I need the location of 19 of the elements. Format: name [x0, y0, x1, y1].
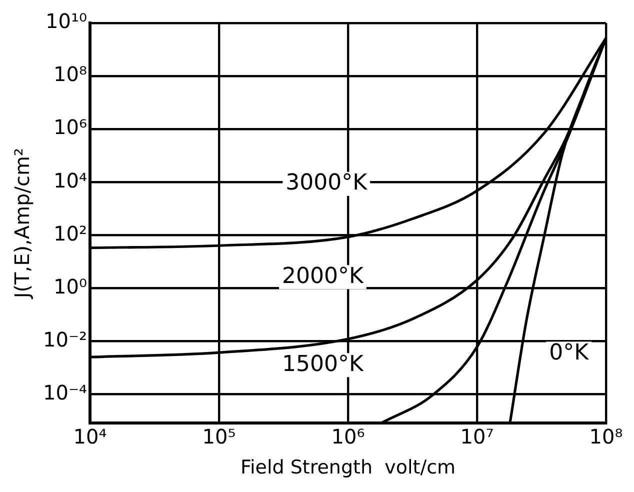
y-tick-label: 10² — [54, 221, 88, 246]
annotation: 3000°K — [286, 170, 368, 196]
y-tick-label: 10⁻² — [42, 327, 88, 352]
x-tick-label: 10⁷ — [460, 424, 494, 448]
x-tick-label: 10⁴ — [73, 424, 107, 448]
x-tick-label: 10⁵ — [202, 424, 236, 448]
annotation: 1500°K — [282, 352, 364, 377]
annotation: 0°K — [549, 340, 590, 366]
y-tick-label: 10⁰ — [54, 274, 88, 298]
annotation: 2000°K — [282, 264, 364, 289]
y-tick-label: 10⁻⁴ — [42, 380, 88, 404]
y-tick-label: 10⁶ — [54, 115, 88, 140]
y-tick-label: 10¹⁰ — [46, 9, 88, 34]
y-tick-label: 10⁴ — [54, 168, 88, 192]
x-axis-title: Field Strength volt/cm — [240, 456, 456, 479]
y-axis-title: J(T,E),Amp/cm² — [10, 148, 34, 300]
x-tick-label: 10⁸ — [589, 424, 623, 448]
x-tick-label: 10⁶ — [331, 424, 365, 448]
y-tick-label: 10⁸ — [54, 62, 88, 86]
